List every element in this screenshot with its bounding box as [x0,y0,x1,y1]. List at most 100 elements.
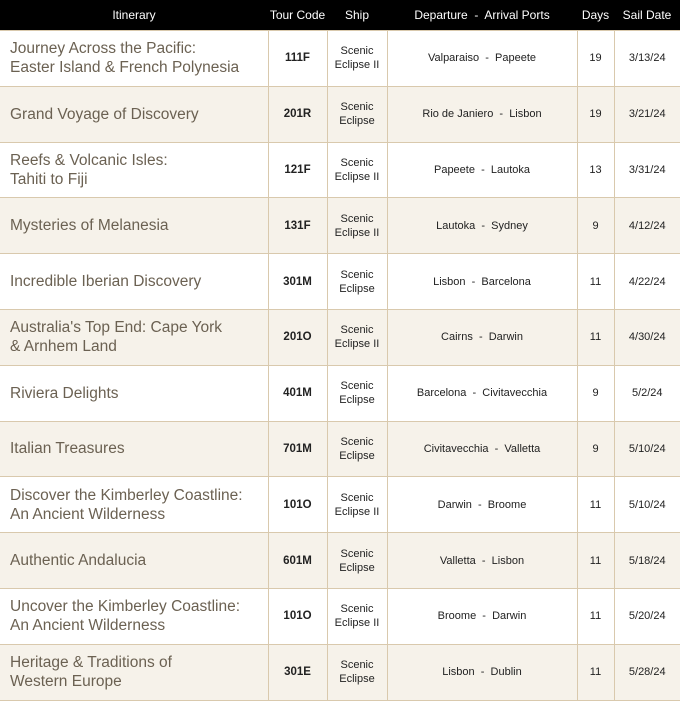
table-row: Journey Across the Pacific: Easter Island… [0,30,680,87]
itinerary-cell: Incredible Iberian Discovery [0,253,269,310]
ship-cell: Scenic Eclipse [326,643,388,701]
itinerary-line: Heritage & Traditions of [10,654,172,672]
ship-line: Eclipse [339,449,375,462]
itinerary-line: Grand Voyage of Discovery [10,105,199,123]
itinerary-cell: Discover the Kimberley Coastline: An Anci… [0,476,269,534]
days-cell: 9 [576,197,615,255]
ship-line: Scenic [340,380,374,393]
sail-date-cell: 3/13/24 [613,30,680,87]
ship-cell: Scenic Eclipse II [326,197,388,255]
days-cell: 11 [576,587,615,645]
ship-line: Scenic [340,491,374,504]
itinerary-cell: Australia's Top End: Cape York & Arnhem L… [0,308,269,366]
itinerary-cell: Reefs & Volcanic Isles: Tahiti to Fiji [0,141,269,199]
ship-line: Eclipse II [334,617,380,630]
itinerary-line: Italian Treasures [10,440,125,458]
ship-cell: Scenic Eclipse [326,85,388,143]
itinerary-line: Authentic Andalucia [10,552,147,570]
sail-date-cell: 3/21/24 [613,85,680,143]
table-row: Italian Treasures 701M Scenic Eclipse Civ… [0,420,680,478]
ship-line: Eclipse [339,115,375,128]
ship-cell: Scenic Eclipse II [326,308,388,366]
days-cell: 13 [576,141,615,199]
itinerary-cell: Uncover the Kimberley Coastline: An Ancie… [0,587,269,645]
sail-date-cell: 5/28/24 [613,643,680,701]
ports-cell: Lautoka - Sydney [386,197,578,255]
tour-code-cell: 111F [267,30,328,87]
sail-date-cell: 5/20/24 [613,587,680,645]
ship-line: Scenic [340,268,374,281]
table-row: Incredible Iberian Discovery 301M Scenic… [0,253,680,310]
ship-cell: Scenic Eclipse II [326,30,388,87]
ship-line: Scenic [340,101,374,114]
sail-date-cell: 5/10/24 [613,420,680,478]
ship-line: Scenic [340,45,374,58]
ports-cell: Valletta - Lisbon [386,532,578,589]
itinerary-line: Mysteries of Melanesia [10,217,169,235]
ports-cell: Cairns - Darwin [386,308,578,366]
itinerary-line: Uncover the Kimberley Coastline: [10,598,241,616]
tour-code-cell: 401M [267,364,328,422]
ports-cell: Rio de Janiero - Lisbon [386,85,578,143]
ship-line: Eclipse II [334,505,380,518]
ship-line: Scenic [340,603,374,616]
itinerary-line: An Ancient Wilderness [10,617,166,635]
ship-cell: Scenic Eclipse II [326,476,388,534]
ship-line: Eclipse [339,561,375,574]
itinerary-cell: Authentic Andalucia [0,532,269,589]
itinerary-line: Western Europe [10,673,122,691]
tour-code-cell: 301E [267,643,328,701]
header-sail-date: Sail Date [614,0,680,31]
ship-line: Eclipse [339,394,375,407]
ship-cell: Scenic Eclipse [326,364,388,422]
header-ship: Ship [327,0,387,31]
ports-cell: Civitavecchia - Valletta [386,420,578,478]
table-row: Authentic Andalucia 601M Scenic Eclipse V… [0,532,680,589]
ship-line: Scenic [340,659,374,672]
table-row: Grand Voyage of Discovery 201R Scenic Ecl… [0,85,680,143]
itinerary-cell: Italian Treasures [0,420,269,478]
table-row: Riviera Delights 401M Scenic Eclipse Barc… [0,364,680,422]
ship-line: Scenic [340,212,374,225]
header-days: Days [577,0,614,31]
days-cell: 11 [576,308,615,366]
table-row: Australia's Top End: Cape York & Arnhem L… [0,308,680,366]
days-cell: 19 [576,85,615,143]
table-row: Reefs & Volcanic Isles: Tahiti to Fiji 12… [0,141,680,199]
sail-date-cell: 5/2/24 [613,364,680,422]
itinerary-line: Journey Across the Pacific: [10,40,197,58]
days-cell: 11 [576,643,615,701]
header-itinerary: Itinerary [0,0,268,31]
header-ports: Departure - Arrival Ports [387,0,577,31]
tour-code-cell: 601M [267,532,328,589]
sail-date-cell: 4/30/24 [613,308,680,366]
itinerary-cell: Grand Voyage of Discovery [0,85,269,143]
ship-line: Eclipse II [334,226,380,239]
ship-line: Eclipse II [334,59,380,72]
itinerary-line: Tahiti to Fiji [10,170,88,188]
ship-line: Eclipse [339,282,375,295]
itinerary-line: Easter Island & French Polynesia [10,59,240,77]
table-row: Discover the Kimberley Coastline: An Anci… [0,476,680,534]
table-row: Heritage & Traditions of Western Europe 3… [0,643,680,701]
sail-date-cell: 4/22/24 [613,253,680,310]
days-cell: 9 [576,364,615,422]
table-row: Uncover the Kimberley Coastline: An Ancie… [0,587,680,645]
ports-cell: Lisbon - Barcelona [386,253,578,310]
ship-line: Scenic [340,547,374,560]
ports-cell: Broome - Darwin [386,587,578,645]
tour-code-cell: 301M [267,253,328,310]
tour-code-cell: 131F [267,197,328,255]
header-row: Itinerary Tour Code Ship Departure - Arr… [0,0,680,31]
ship-cell: Scenic Eclipse [326,532,388,589]
ports-cell: Lisbon - Dublin [386,643,578,701]
ports-cell: Valparaiso - Papeete [386,30,578,87]
ship-cell: Scenic Eclipse II [326,587,388,645]
ship-line: Scenic [340,435,374,448]
table-row: Mysteries of Melanesia 131F Scenic Eclips… [0,197,680,255]
tour-code-cell: 201O [267,308,328,366]
days-cell: 19 [576,30,615,87]
itinerary-line: An Ancient Wilderness [10,505,166,523]
ports-cell: Papeete - Lautoka [386,141,578,199]
